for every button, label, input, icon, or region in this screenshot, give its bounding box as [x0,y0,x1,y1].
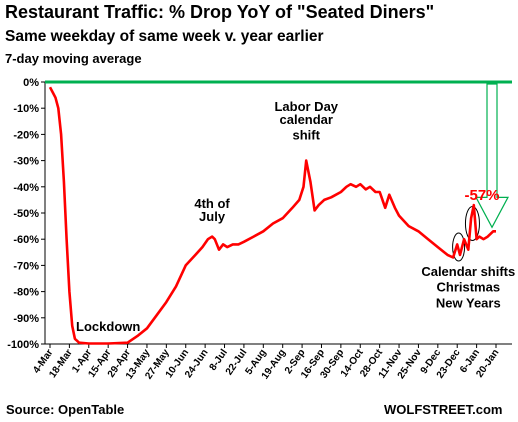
source-label: Source: OpenTable [6,402,125,417]
annotation-label: Calendar shifts [421,264,515,279]
y-tick-label: -100% [7,339,39,351]
drop-arrow: -57% [464,83,509,229]
y-tick-label: 0% [23,77,39,89]
annotation-label: New Years [436,295,501,310]
y-tick-label: -20% [13,129,39,141]
x-axis-ticks: 4-Mar18-Mar1-Apr15-Apr29-Apr13-May27-May… [31,344,501,381]
y-tick-label: -70% [13,260,39,272]
christmas-shift-ellipse [452,232,466,262]
chart-subtitle-moving-average: 7-day moving average [5,51,142,66]
chart-title: Restaurant Traffic: % Drop YoY of "Seate… [5,2,435,22]
y-tick-label: -40% [13,182,39,194]
y-tick-label: -30% [13,156,39,168]
annotation-label: Labor Day [274,99,338,114]
y-tick-label: -80% [13,287,39,299]
y-tick-label: -50% [13,208,39,220]
series-line [48,86,496,345]
drop-callout-label: -57% [464,187,499,204]
drop-arrow-shape [475,83,509,229]
annotation-label: July [199,209,226,224]
annotation-label: shift [293,128,321,143]
annotation-label: Christmas [437,280,501,295]
annotation-label: Lockdown [76,319,140,334]
series-layer [48,86,496,345]
brand-label: WOLFSTREET.com [384,402,503,417]
annotation-label: calendar [280,112,333,127]
annotation-label: 4th of [194,196,230,211]
y-tick-label: -60% [13,234,39,246]
y-tick-label: -90% [13,313,39,325]
y-axis-ticks: 0% -10% -20% -30% -40% -50% -60% -70% -80% -90% -1… [7,77,45,351]
chart-subtitle: Same weekday of same week v. year earlie… [5,28,324,45]
y-tick-label: -10% [13,103,39,115]
